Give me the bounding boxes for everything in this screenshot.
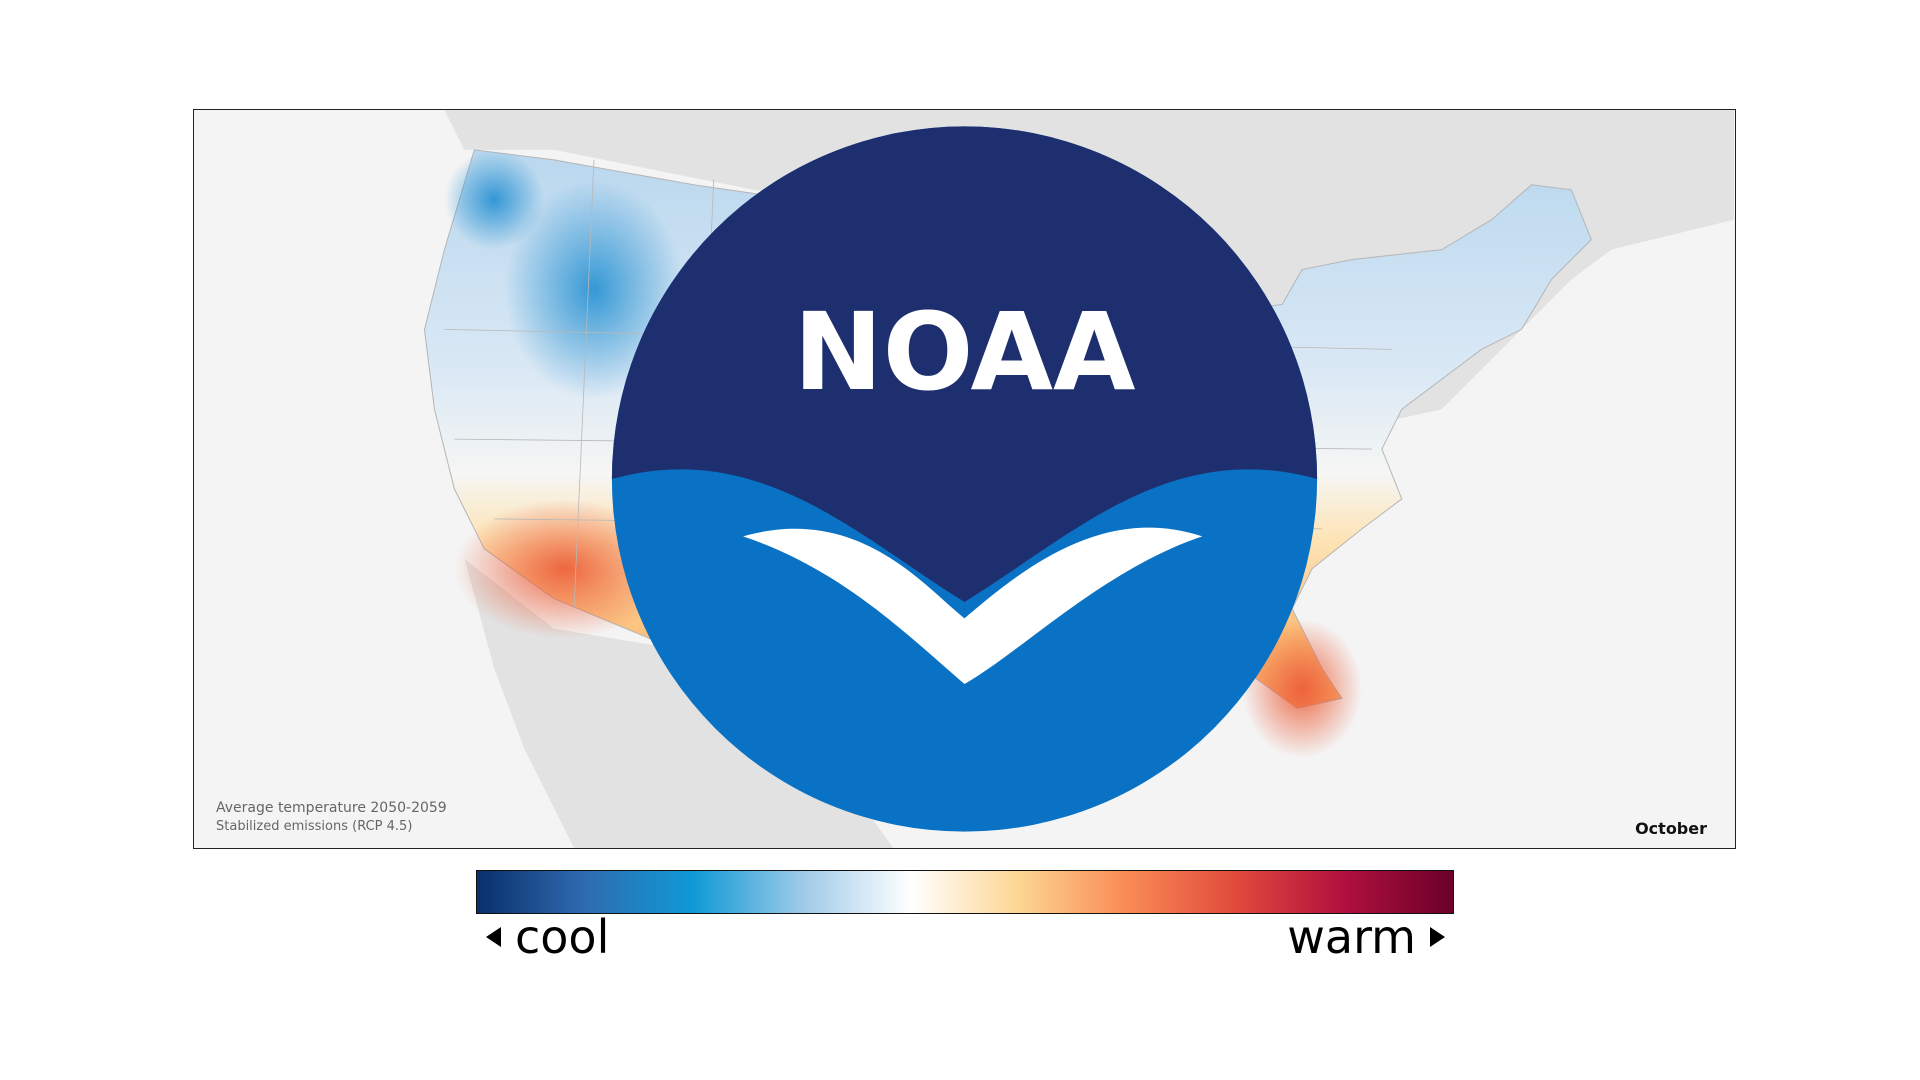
legend-warm: warm <box>1287 910 1445 964</box>
noaa-logo-text: NOAA <box>794 291 1136 415</box>
legend-cool: cool <box>486 910 609 964</box>
legend-warm-label: warm <box>1287 910 1416 964</box>
map-panel: Average temperature 2050-2059 Stabilized… <box>193 109 1736 849</box>
map-caption-subtitle: Stabilized emissions (RCP 4.5) <box>216 819 413 834</box>
temperature-colorbar <box>476 870 1454 914</box>
noaa-logo-icon: NOAA <box>611 126 1318 832</box>
map-caption-title: Average temperature 2050-2059 <box>216 800 447 816</box>
legend-cool-label: cool <box>515 910 610 964</box>
left-triangle-icon <box>486 927 501 947</box>
month-label: October <box>1635 819 1707 838</box>
right-triangle-icon <box>1430 927 1445 947</box>
